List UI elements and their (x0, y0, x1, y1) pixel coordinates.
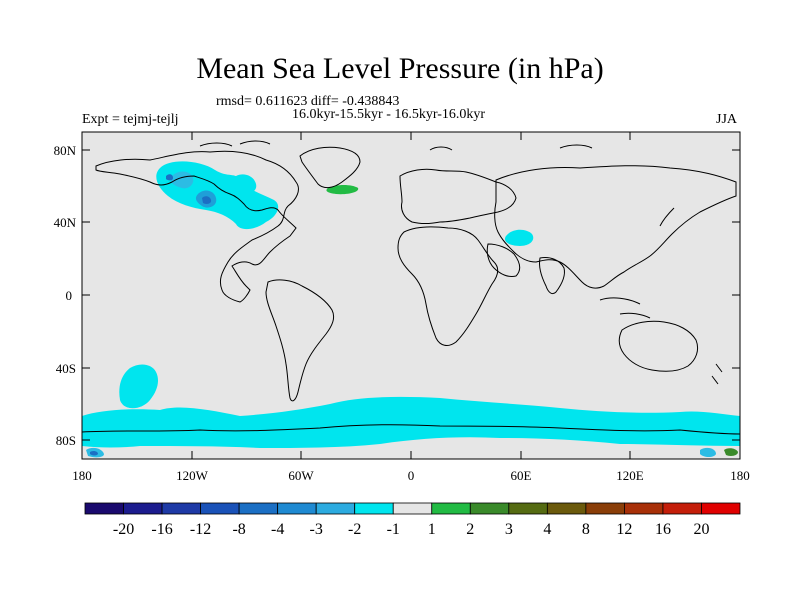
anomaly-hudson (232, 174, 257, 194)
colorbar-label: 8 (582, 521, 590, 538)
coast-antarctica (81, 424, 741, 435)
colorbar-label: 1 (428, 521, 436, 538)
lon-label-60w: 60W (288, 468, 314, 483)
colorbar-swatch (277, 502, 317, 515)
anomaly-antarctic-east (700, 447, 716, 457)
anomaly-na-core5 (166, 174, 173, 181)
colorbar-swatch (200, 502, 240, 515)
coast-south-america (265, 279, 335, 402)
anomaly-na-core3 (202, 196, 212, 204)
lon-label-180e: 180 (730, 468, 750, 483)
coast-africa (397, 226, 499, 346)
colorbar-label: 2 (466, 521, 474, 538)
chart-title: Mean Sea Level Pressure (in hPa) (196, 52, 604, 85)
experiment-label: Expt = tejmj-tejlj (82, 112, 179, 127)
colorbar-label: 3 (505, 521, 513, 538)
colorbar-swatch (624, 502, 664, 515)
anomaly-antarctic-core2 (90, 450, 98, 456)
coast-india (539, 257, 565, 295)
colorbar-swatch (701, 502, 741, 515)
anomaly-greenland-positive (326, 185, 359, 195)
colorbar-label: -12 (190, 521, 211, 538)
colorbar-label: -1 (387, 521, 400, 538)
colorbar-swatch (161, 502, 201, 515)
colorbar-swatch (662, 502, 702, 515)
coast-se-asia (599, 297, 651, 319)
colorbar-label: -20 (113, 521, 134, 538)
lat-axis (82, 149, 740, 441)
anomaly-asia (504, 229, 534, 246)
colorbar-swatch (431, 502, 471, 515)
colorbar-label: 16 (655, 521, 671, 538)
colorbar-label: -8 (232, 521, 245, 538)
colorbar: -20 -16 -12 -8 -4 -3 -2 -1 1 2 3 4 8 12 16 20 (84, 502, 741, 538)
coast-arabia (486, 243, 521, 277)
colorbar-swatch (585, 502, 625, 515)
colorbar-swatch (392, 502, 433, 515)
coast-new-zealand (711, 363, 723, 385)
lon-label-60e: 60E (511, 468, 532, 483)
anomaly-southern-ocean (82, 396, 740, 448)
coast-australia (618, 320, 699, 372)
lon-label-120e: 120E (616, 468, 644, 483)
season-label: JJA (716, 112, 738, 127)
lon-label-180w: 180 (72, 468, 92, 483)
lat-label-80n: 80N (54, 143, 77, 158)
colorbar-label: 4 (543, 521, 551, 538)
coast-japan (659, 207, 675, 227)
colorbar-label: 12 (616, 521, 632, 538)
lon-label-120w: 120W (176, 468, 209, 483)
lat-label-40s: 40S (56, 361, 76, 376)
colorbar-swatch (546, 502, 587, 515)
coast-arctic-islands (199, 140, 593, 151)
coast-greenland (299, 146, 361, 189)
colorbar-label: -16 (151, 521, 172, 538)
coastlines (81, 140, 741, 435)
anomaly-antarctic-positive (724, 448, 738, 456)
anomaly-south-pacific-lobe (119, 364, 158, 409)
colorbar-swatch (84, 502, 124, 515)
colorbar-swatch (508, 502, 548, 515)
stats-text: rmsd= 0.611623 diff= -0.438843 (216, 94, 400, 109)
coast-europe (399, 168, 517, 224)
coast-north-america (95, 150, 299, 303)
colorbar-label: -2 (348, 521, 361, 538)
coast-asia (494, 165, 737, 289)
colorbar-label: -3 (310, 521, 323, 538)
colorbar-swatch (238, 502, 279, 515)
period-text: 16.0kyr-15.5kyr - 16.5kyr-16.0kyr (292, 107, 486, 122)
lat-label-40n: 40N (54, 215, 77, 230)
anomaly-shading (82, 161, 740, 458)
colorbar-swatch (354, 502, 394, 515)
colorbar-label: -4 (271, 521, 284, 538)
lon-axis (191, 132, 631, 459)
lat-label-0: 0 (66, 288, 73, 303)
colorbar-swatch (315, 502, 356, 515)
colorbar-label: 20 (693, 521, 709, 538)
colorbar-swatch (123, 502, 163, 515)
lon-label-0: 0 (408, 468, 415, 483)
lat-label-80s: 80S (56, 433, 76, 448)
colorbar-swatch (469, 502, 510, 515)
